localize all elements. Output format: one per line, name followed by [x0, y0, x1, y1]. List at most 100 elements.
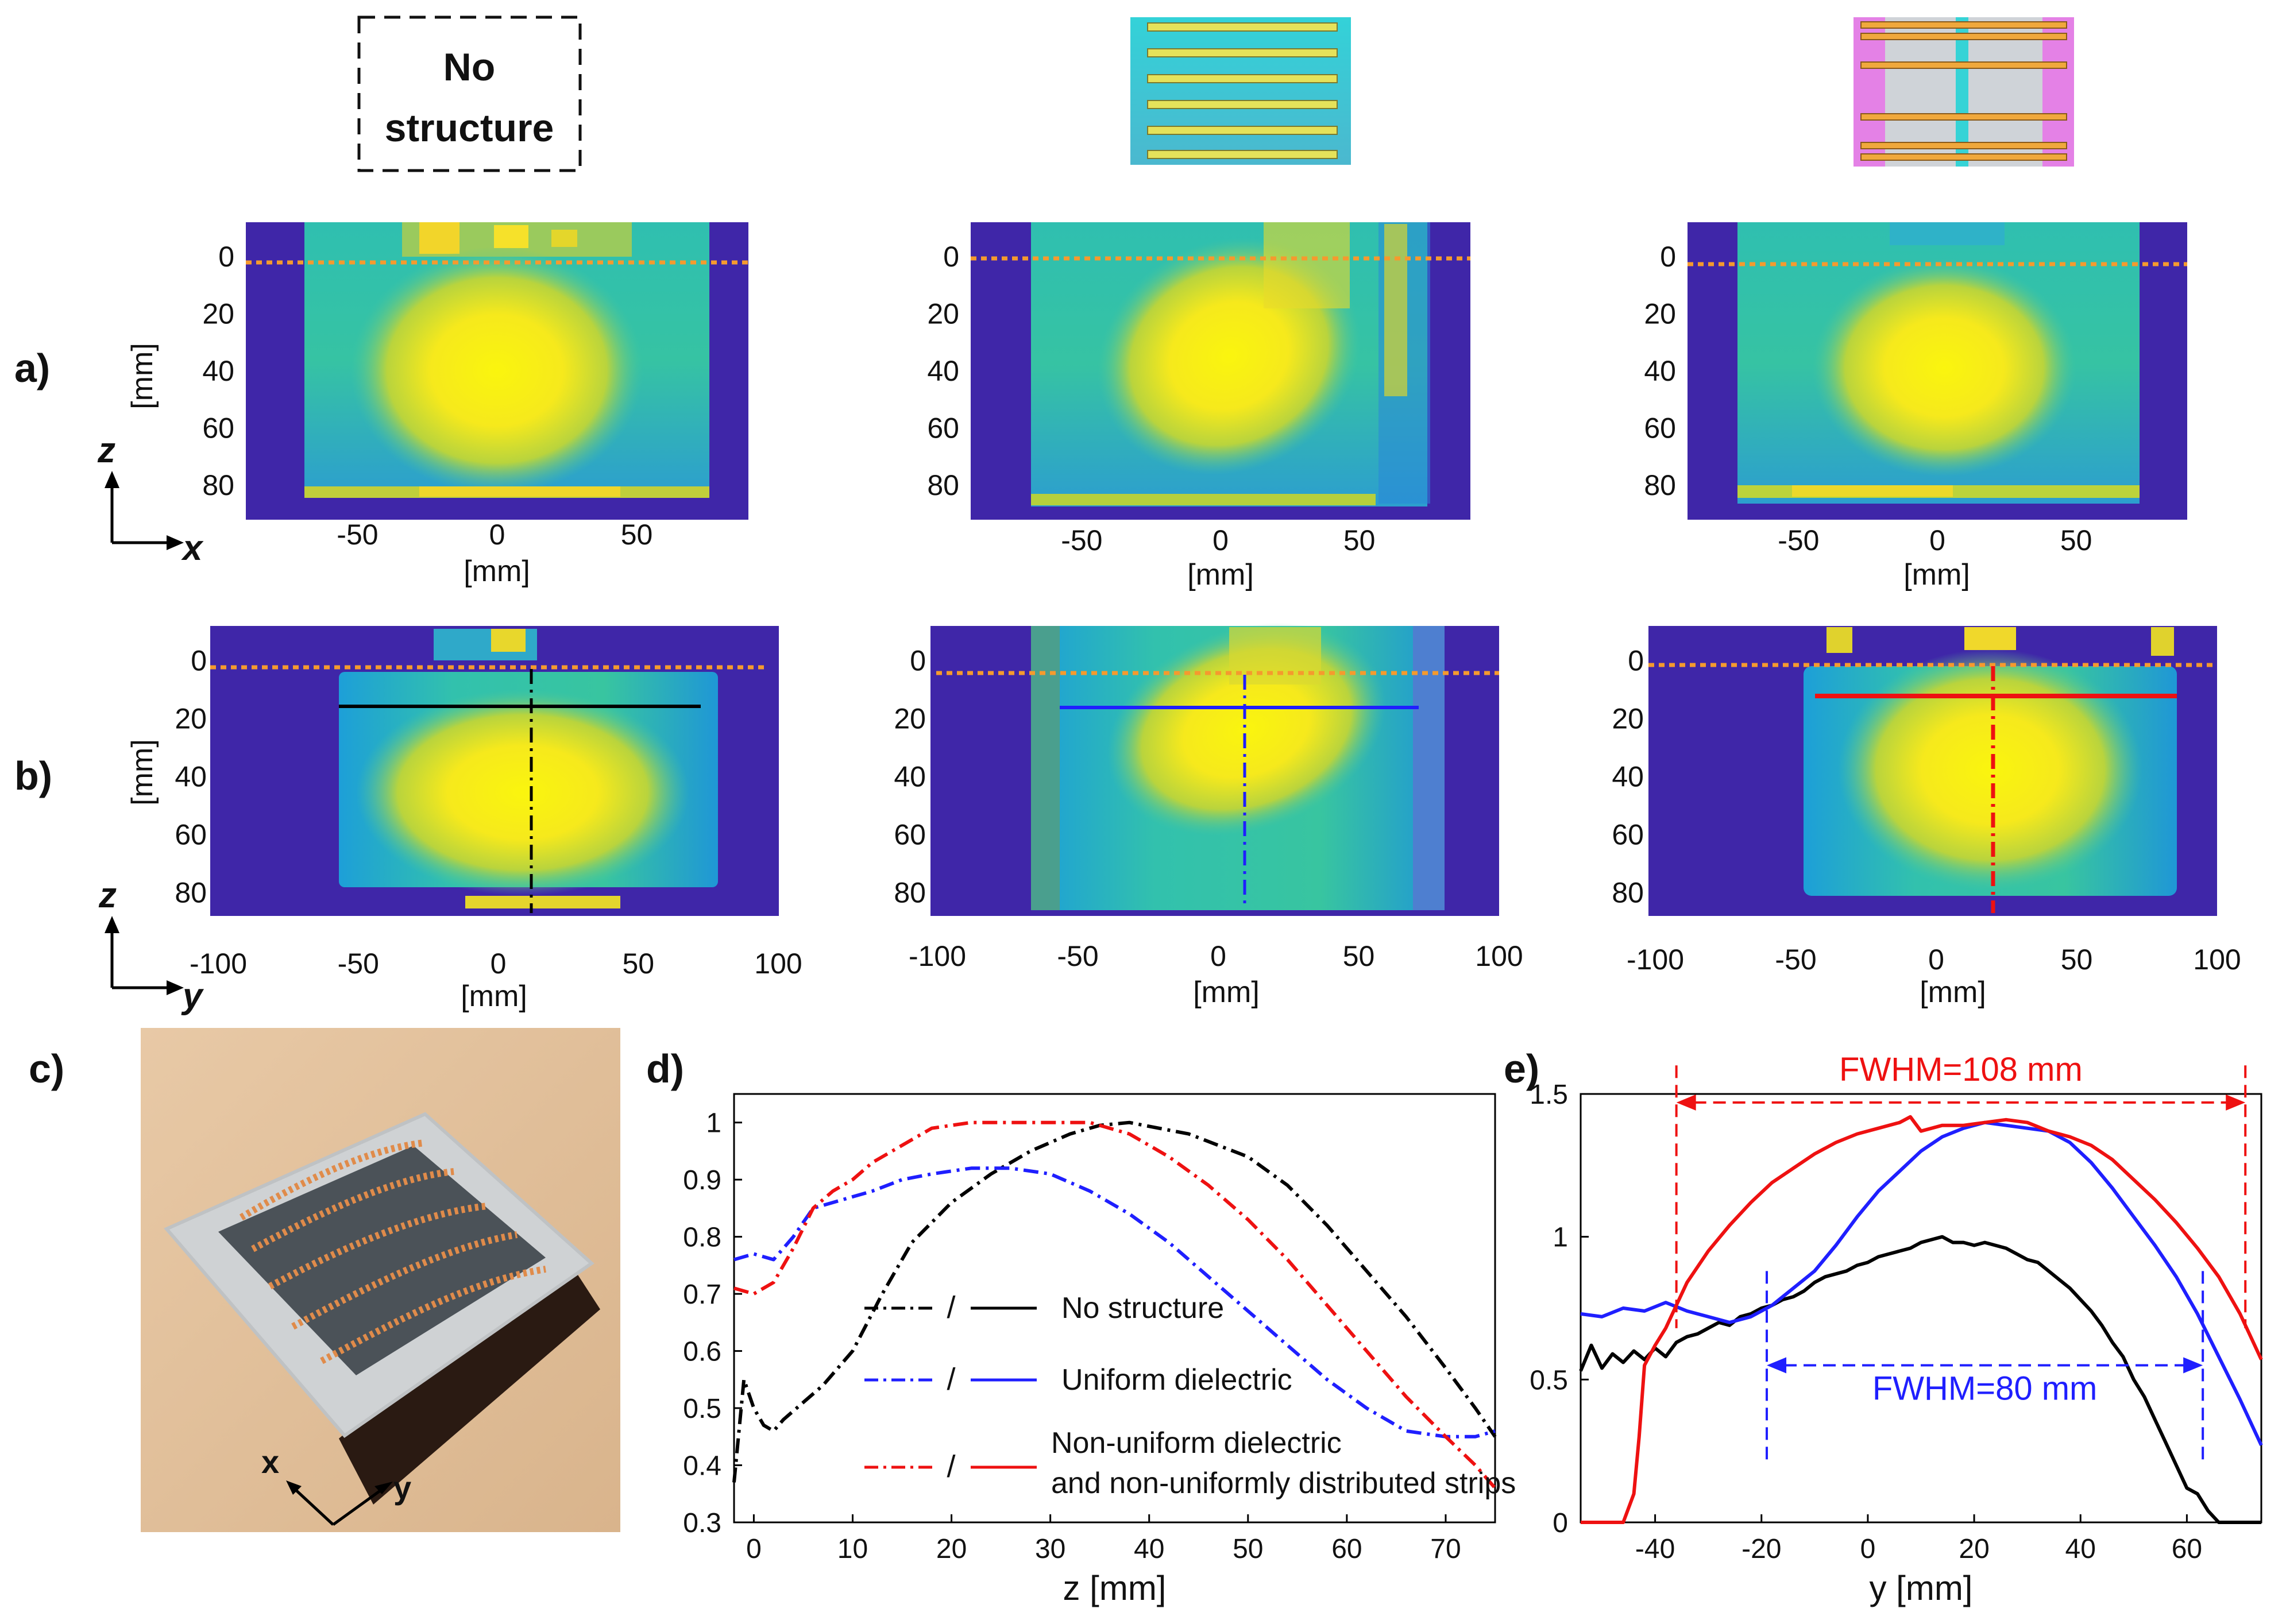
xtick-label: -50 [1057, 940, 1098, 972]
xtick-label: 50 [1343, 940, 1375, 972]
ytick-label: 0 [218, 241, 234, 273]
fwhm-right-arrow [2226, 1094, 2246, 1111]
ytick-label: 1.5 [1530, 1080, 1568, 1110]
legend-d-no-structure: No structure [1061, 1292, 1224, 1325]
ytick-label: 80 [1644, 469, 1676, 501]
panel-label-c: c) [29, 1046, 64, 1091]
xtick-label: 100 [754, 948, 802, 980]
heatmap-a-no-structure [246, 222, 748, 520]
ytick-label: 60 [175, 819, 207, 851]
ytick-label: 0 [910, 645, 926, 677]
xtick-label: 0 [1928, 944, 1944, 976]
series-black-line [732, 1120, 1497, 1483]
xtick-label: -50 [1775, 944, 1816, 976]
xtick-label: -100 [909, 940, 966, 972]
ytick-label: 20 [927, 297, 959, 330]
xaxis-label: y [mm] [1870, 1569, 1973, 1607]
line-chart-e: -40 -20 0 20 40 60 0 0.5 1 1.5 y [mm] FWHM=108 mm FW… [1530, 1051, 2263, 1607]
xtick-label: 0 [1212, 524, 1229, 556]
uniform-dielectric-schematic [1130, 17, 1351, 165]
ytick-label: 0 [943, 241, 959, 273]
xtick-label: 50 [1233, 1534, 1263, 1564]
photo-axis-x: x [261, 1444, 279, 1480]
ytick-label: 40 [1612, 761, 1644, 793]
xaxis-label: [mm] [1193, 976, 1260, 1009]
xtick-label: 70 [1430, 1534, 1461, 1564]
xtick-label: 50 [2060, 524, 2092, 556]
fwhm-left-arrow [1676, 1094, 1696, 1111]
xtick-label: -100 [190, 948, 247, 980]
xaxis-label: [mm] [1187, 558, 1254, 591]
plot-d-frame [733, 1093, 1496, 1524]
fwhm-left-arrow [1767, 1357, 1787, 1374]
axis-z-b: z [98, 876, 117, 915]
ytick-label: 60 [202, 412, 234, 444]
fwhm-annotation-blue: FWHM=80 mm [1766, 1271, 2204, 1466]
ytick-label: 0.5 [683, 1394, 721, 1424]
ytick-label: 80 [175, 877, 207, 909]
series-blue-line [733, 1166, 1496, 1439]
xtick-label: 0 [1929, 524, 1945, 556]
heatmap-b-non-uniform [1648, 626, 2217, 916]
xtick-label: -50 [337, 519, 378, 551]
xtick-label: -50 [338, 948, 379, 980]
series-red-line [733, 1120, 1497, 1490]
ytick-label: 0.6 [683, 1337, 721, 1367]
xtick-label: 0 [1860, 1534, 1876, 1564]
xtick-label: 0 [489, 519, 505, 551]
line-chart-d: 0 10 20 30 40 50 60 70 0.3 0.4 0.5 0.6 0.7 0.8 0.9 1 z [… [683, 1093, 1497, 1607]
xtick-label: 50 [622, 948, 654, 980]
ytick-label: 0 [1553, 1508, 1568, 1538]
panel-label-a: a) [14, 346, 50, 390]
heatmap-b-uniform [930, 622, 1499, 916]
plot-e-frame [1580, 1093, 2262, 1524]
legend-d-nonuniform-2: and non-uniformly distributed strips [1051, 1467, 1516, 1500]
no-structure-label-1: No [443, 45, 496, 89]
xtick-label: 100 [1475, 940, 1523, 972]
xtick-label: -20 [1741, 1534, 1781, 1564]
ytick-label: 20 [1612, 703, 1644, 735]
profile-lines [339, 666, 2177, 913]
ytick-label: 40 [202, 355, 234, 387]
ytick-label: 60 [894, 819, 926, 851]
ytick-label: 0.8 [683, 1223, 721, 1253]
xaxis-label: z [mm] [1063, 1569, 1167, 1607]
xtick-label: 60 [2172, 1534, 2202, 1564]
xtick-label: 20 [1959, 1534, 1989, 1564]
series-black-line [1579, 1235, 2261, 1524]
xtick-label: 0 [746, 1534, 762, 1564]
xtick-label: 100 [2193, 944, 2241, 976]
ytick-label: 80 [894, 877, 926, 909]
ytick-label: 40 [927, 355, 959, 387]
xtick-label: 10 [837, 1534, 868, 1564]
ytick-label: 1 [706, 1108, 721, 1139]
fwhm-right-arrow [2183, 1357, 2203, 1374]
photo-panel: x y [141, 1028, 620, 1532]
ytick-label: 0 [191, 645, 207, 677]
axis-x-a: x [181, 528, 204, 568]
legend-d-uniform: Uniform dielectric [1061, 1363, 1292, 1397]
ytick-label: 0.7 [683, 1279, 721, 1310]
ytick-label: 60 [927, 412, 959, 444]
heatmap-a-non-uniform [1688, 222, 2187, 520]
panel-label-b: b) [14, 753, 52, 798]
axes-icon-zx: z x [97, 431, 204, 568]
panel-label-e: e) [1504, 1046, 1539, 1091]
ytick-label: 0.3 [683, 1508, 721, 1538]
xtick-label: 50 [1343, 524, 1376, 556]
xaxis-label: [mm] [461, 980, 527, 1013]
ytick-label: 20 [175, 703, 207, 735]
panel-label-d: d) [646, 1046, 684, 1091]
xtick-label: 0 [491, 948, 507, 980]
xtick-label: -50 [1778, 524, 1819, 556]
ytick-label: 0.9 [683, 1165, 721, 1196]
no-structure-label-2: structure [385, 106, 554, 150]
ytick-label: 80 [202, 469, 234, 501]
non-uniform-schematic [1853, 17, 2074, 167]
row-a-ylabel: [mm] [126, 343, 159, 409]
legend-d-sep-2: / [947, 1362, 955, 1397]
xtick-label: 50 [621, 519, 653, 551]
heatmap-axis-b-uniform-dielectric: -100 -50 0 50 100 0 20 40 60 80 [mm] [894, 645, 1523, 1009]
heatmap-axis-a-non-uniform: -50 0 50 0 20 40 60 80 [mm] [1644, 241, 2092, 591]
ytick-label: 80 [927, 469, 959, 501]
